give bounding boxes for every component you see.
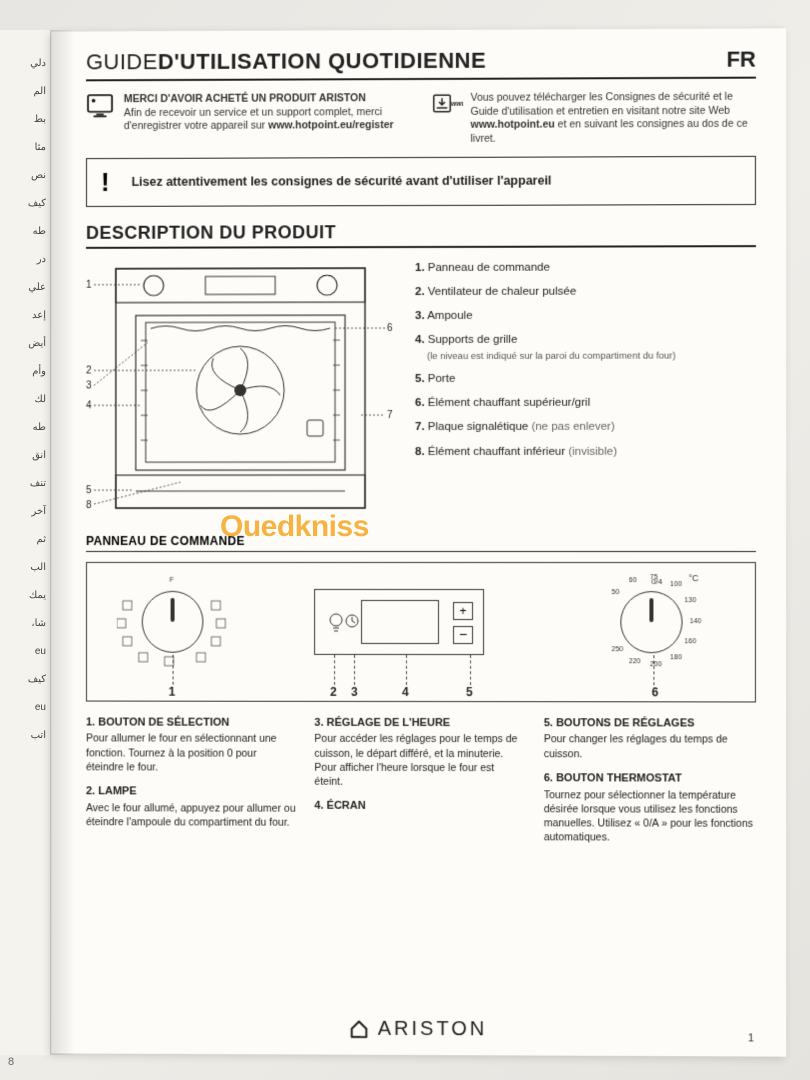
intro-left: MERCI D'AVOIR ACHETÉ UN PRODUIT ARISTON … <box>86 92 407 148</box>
previous-page-strip: دليالمبطمثانصكيفطهدرعليإعدأيضوأملكطهانقت… <box>0 30 50 1055</box>
svg-text:8: 8 <box>86 500 92 511</box>
language-badge: FR <box>726 47 755 73</box>
thermostat-dial <box>620 591 682 653</box>
monitor-icon <box>86 93 116 119</box>
screen <box>361 600 439 644</box>
temp-tick: 100 <box>670 581 682 588</box>
callout-num-3: 3 <box>351 684 358 698</box>
svg-text:www: www <box>451 101 463 108</box>
warning-box: ! Lisez attentivement les consignes de s… <box>86 155 756 206</box>
part-item: 7. Plaque signalétique (ne pas enlever) <box>415 419 756 437</box>
intro-right: www Vous pouvez télécharger les Consigne… <box>432 91 755 147</box>
footer: ARISTON <box>51 1016 786 1047</box>
brand-text: ARISTON <box>378 1017 488 1040</box>
controls-col-3: 5. BOUTONS DE RÉGLAGES Pour changer les … <box>544 716 756 855</box>
minus-button: − <box>453 626 473 644</box>
callout-num-6: 6 <box>652 685 659 699</box>
ctrl6-text: Tournez pour sélectionner la température… <box>544 788 756 845</box>
product-description-row: 1 2 3 4 5 8 6 7 1. Panneau de commande 2.… <box>86 259 756 520</box>
intro-section: MERCI D'AVOIR ACHETÉ UN PRODUIT ARISTON … <box>86 91 756 148</box>
svg-text:4: 4 <box>86 400 92 411</box>
callout-num-2: 2 <box>330 684 337 698</box>
intro-right-url: www.hotpoint.eu <box>471 119 555 131</box>
header: GUIDE D'UTILISATION QUOTIDIENNE FR <box>86 47 756 82</box>
part-item: 2. Ventilateur de chaleur pulsée <box>415 283 756 301</box>
temp-tick: 200 <box>650 662 662 669</box>
ctrl3-text: Pour accéder les réglages pour le temps … <box>314 732 525 789</box>
callout-6 <box>653 655 654 685</box>
oven-diagram: 1 2 3 4 5 8 6 7 <box>86 260 395 520</box>
manual-page: GUIDE D'UTILISATION QUOTIDIENNE FR MERCI… <box>51 28 786 1056</box>
callout-4 <box>406 655 407 685</box>
arabic-text: دليالمبطمثانصكيفطهدرعليإعدأيضوأملكطهانقت… <box>4 50 46 750</box>
intro-left-heading: MERCI D'AVOIR ACHETÉ UN PRODUIT ARISTON <box>124 92 408 107</box>
page-number: 1 <box>748 1032 754 1044</box>
svg-text:2: 2 <box>86 365 92 376</box>
left-page-number: 8 <box>8 1056 14 1068</box>
part-item: 8. Élément chauffant inférieur (invisibl… <box>415 443 756 461</box>
ctrl4-title: 4. ÉCRAN <box>314 799 525 814</box>
temp-tick: 130 <box>684 597 696 604</box>
temp-tick: 140 <box>690 618 702 625</box>
title-main: D'UTILISATION QUOTIDIENNE <box>158 48 486 75</box>
part-item: 6. Élément chauffant supérieur/gril <box>415 395 756 413</box>
callout-num-1: 1 <box>169 684 176 698</box>
parts-list: 1. Panneau de commande 2. Ventilateur de … <box>415 259 756 520</box>
callout-2 <box>334 654 335 684</box>
ctrl2-title: 2. LAMPE <box>86 784 296 799</box>
title-prefix: GUIDE <box>86 49 158 75</box>
ctrl1-title: 1. BOUTON DE SÉLECTION <box>86 715 296 730</box>
temp-tick: 250 <box>612 646 624 653</box>
temp-tick: 160 <box>684 638 696 645</box>
controls-descriptions: 1. BOUTON DE SÉLECTION Pour allumer le f… <box>86 715 756 855</box>
display-area: + − <box>314 589 484 655</box>
svg-text:1: 1 <box>86 279 92 290</box>
warning-text: Lisez attentivement les consignes de séc… <box>131 174 551 189</box>
svg-text:6: 6 <box>387 323 393 334</box>
callout-5 <box>470 655 471 685</box>
part-item: 4. Supports de grille(le niveau est indi… <box>415 332 756 364</box>
ctrl5-text: Pour changer les réglages du temps de cu… <box>544 733 756 762</box>
part-item: 5. Porte <box>415 370 756 388</box>
temp-tick: 220 <box>629 659 641 666</box>
temp-tick: 60 <box>629 577 637 584</box>
temp-tick: 180 <box>670 654 682 661</box>
callout-num-5: 5 <box>466 685 473 699</box>
ctrl4-text <box>314 816 525 817</box>
callout-num-4: 4 <box>402 685 409 699</box>
house-icon <box>348 1018 370 1040</box>
brand-logo: ARISTON <box>348 1017 488 1041</box>
download-www-icon: www <box>432 92 462 118</box>
controls-col-2: 3. RÉGLAGE DE L'HEURE Pour accéder les r… <box>314 715 525 854</box>
svg-text:5: 5 <box>86 485 92 496</box>
temp-tick: 75 <box>650 574 658 581</box>
callout-1 <box>173 654 174 684</box>
svg-text:3: 3 <box>86 380 92 391</box>
temp-tick: 50 <box>612 589 620 596</box>
ctrl1-text: Pour allumer le four en sélectionnant un… <box>86 732 296 775</box>
callout-3 <box>354 655 355 685</box>
ctrl5-title: 5. BOUTONS DE RÉGLAGES <box>544 716 756 731</box>
subsection-panel-title: PANNEAU DE COMMANDE <box>86 534 756 552</box>
ctrl6-title: 6. BOUTON THERMOSTAT <box>544 771 756 786</box>
controls-col-1: 1. BOUTON DE SÉLECTION Pour allumer le f… <box>86 715 296 854</box>
intro-left-url: www.hotpoint.eu/register <box>268 119 393 131</box>
intro-right-line1: Vous pouvez télécharger les Consignes de… <box>471 91 733 118</box>
part-item: 1. Panneau de commande <box>415 259 756 277</box>
plus-button: + <box>453 602 473 620</box>
part-item: 3. Ampoule <box>415 307 756 325</box>
svg-text:7: 7 <box>387 410 393 421</box>
ctrl3-title: 3. RÉGLAGE DE L'HEURE <box>314 715 525 730</box>
section-title-description: DESCRIPTION DU PRODUIT <box>86 221 756 249</box>
exclamation-icon: ! <box>101 167 110 198</box>
ctrl2-text: Avec le four allumé, appuyez pour allume… <box>86 801 296 830</box>
temp-unit: °C <box>688 573 698 583</box>
control-panel-diagram: F + − °C 0/4 <box>86 562 756 703</box>
